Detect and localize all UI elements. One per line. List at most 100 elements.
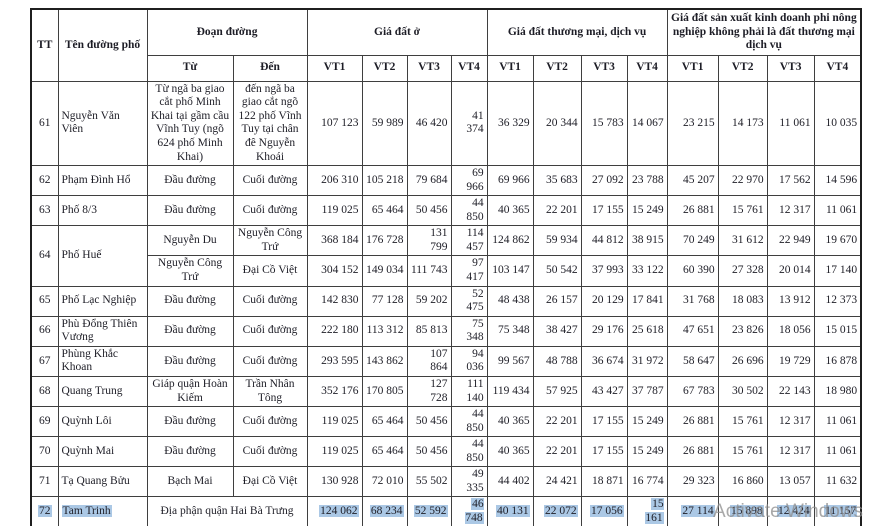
price-cell: 12 317	[766, 436, 815, 468]
street-name-cell: Quang Trung	[57, 375, 148, 408]
from-cell: Bạch Mai	[146, 466, 234, 498]
price-cell: 15 161	[626, 496, 668, 526]
text-selection-highlight: 52 592	[413, 505, 448, 518]
from-cell: Đầu đường	[146, 345, 234, 377]
price-cell: 23 826	[717, 315, 768, 347]
price-cell: 31 972	[626, 345, 668, 377]
price-cell: 111 743	[406, 255, 452, 287]
col-header-vt3: VT3	[406, 54, 452, 82]
table-header: TT Tên đường phố Đoạn đường Giá đất ở Gi…	[30, 8, 862, 82]
segment-cell: Địa phận quận Hai Bà Trưng	[146, 496, 308, 526]
to-cell: Cuối đường	[232, 285, 308, 317]
col-header-vt3: VT3	[766, 54, 815, 82]
price-cell: 44 402	[486, 466, 534, 498]
price-cell: 352 176	[306, 375, 363, 408]
price-cell: 111 140	[450, 375, 488, 408]
price-cell: 40 365	[486, 406, 534, 438]
price-cell: 12 424	[766, 496, 815, 526]
price-cell: 14 596	[813, 165, 862, 197]
price-cell: 11 157	[813, 496, 862, 526]
col-header-to: Đến	[232, 54, 308, 82]
price-cell: 16 774	[626, 466, 668, 498]
to-cell: Đại Cồ Việt	[232, 466, 308, 498]
price-cell: 22 143	[766, 375, 815, 408]
table-row: 68 Quang Trung Giáp quận Hoàn Kiếm Trần Nhâ…	[30, 375, 862, 408]
row-number-cell: 67	[30, 345, 59, 377]
row-number-cell: 69	[30, 406, 59, 438]
table-row: 62 Phạm Đình Hổ Đầu đường Cuối đường 206 310…	[30, 165, 862, 197]
price-cell: 18 056	[766, 315, 815, 347]
street-name-cell: Nguyễn Văn Viên	[57, 80, 148, 167]
row-number-cell: 66	[30, 315, 59, 347]
price-cell: 22 949	[766, 225, 815, 257]
price-cell: 15 783	[580, 80, 628, 167]
price-cell: 149 034	[361, 255, 408, 287]
price-cell: 206 310	[306, 165, 363, 197]
table-row: Nguyễn Công Trứ Đại Cồ Việt 304 152 149 034…	[31, 255, 862, 287]
table-row: 61 Nguyễn Văn Viên Từ ngã ba giao cắt phố …	[30, 80, 862, 167]
price-cell: 75 348	[486, 315, 534, 347]
to-cell: Nguyễn Công Trứ	[232, 225, 308, 257]
price-cell: 37 787	[626, 375, 668, 408]
price-cell: 67 783	[666, 375, 719, 408]
price-cell: 15 898	[717, 496, 768, 526]
price-cell: 41 374	[450, 80, 488, 167]
price-cell: 119 025	[306, 436, 363, 468]
text-selection-highlight: 27 114	[681, 505, 715, 518]
price-cell: 65 464	[361, 195, 408, 227]
row-number-cell: 65	[30, 285, 59, 317]
price-cell: 35 683	[532, 165, 582, 197]
row-number-cell: 63	[30, 195, 59, 227]
street-name-cell: Phùng Khắc Khoan	[57, 345, 148, 377]
price-cell: 222 180	[306, 315, 363, 347]
to-cell: đến ngã ba giao cắt ngõ 122 phố Vĩnh Tuy…	[232, 80, 308, 167]
price-cell: 15 015	[813, 315, 862, 347]
col-header-segment: Đoạn đường	[146, 8, 308, 56]
text-selection-highlight: 12 424	[776, 505, 811, 518]
price-cell: 17 155	[580, 436, 628, 468]
text-selection-highlight: 46 748	[465, 498, 484, 524]
price-cell: 97 417	[450, 255, 488, 287]
price-cell: 107 864	[406, 345, 452, 377]
table-row: 72 Tam Trinh Địa phận quận Hai Bà Trưng 124…	[30, 496, 862, 526]
table-row: 67 Phùng Khắc Khoan Đầu đường Cuối đường 293…	[30, 345, 862, 377]
price-cell: 143 862	[361, 345, 408, 377]
price-cell: 59 989	[361, 80, 408, 167]
to-cell: Cuối đường	[232, 406, 308, 438]
price-cell: 99 567	[486, 345, 534, 377]
price-cell: 38 915	[626, 225, 668, 257]
price-cell: 25 618	[626, 315, 668, 347]
col-header-vt4: VT4	[626, 54, 668, 82]
col-header-vt4: VT4	[813, 54, 862, 82]
price-cell: 33 122	[626, 255, 668, 287]
text-selection-highlight: 17 056	[589, 505, 624, 518]
price-cell: 44 812	[580, 225, 628, 257]
price-cell: 36 674	[580, 345, 628, 377]
price-cell: 176 728	[361, 225, 408, 257]
price-cell: 19 729	[766, 345, 815, 377]
price-cell: 43 427	[580, 375, 628, 408]
price-cell: 17 056	[580, 496, 628, 526]
price-cell: 59 202	[406, 285, 452, 317]
text-selection-highlight: 22 072	[543, 505, 578, 518]
street-name-cell: Tam Trinh	[57, 496, 148, 526]
table-row: 70 Quỳnh Mai Đầu đường Cuối đường 119 025 65 …	[30, 436, 862, 468]
price-cell: 124 062	[306, 496, 363, 526]
row-number-cell: 70	[30, 436, 59, 468]
price-cell: 24 421	[532, 466, 582, 498]
price-cell: 10 035	[813, 80, 862, 167]
price-cell: 44 850	[450, 436, 488, 468]
price-cell: 22 201	[532, 406, 582, 438]
row-number-cell: 68	[30, 375, 59, 408]
price-cell: 114 457	[450, 225, 488, 257]
price-cell: 368 184	[306, 225, 363, 257]
table-row: 71 Tạ Quang Bửu Bạch Mai Đại Cồ Việt 130 928…	[30, 466, 862, 498]
col-header-street: Tên đường phố	[57, 8, 148, 82]
street-name-cell: Tạ Quang Bửu	[57, 466, 148, 498]
price-cell: 107 123	[306, 80, 363, 167]
price-cell: 68 234	[361, 496, 408, 526]
price-cell: 17 562	[766, 165, 815, 197]
price-cell: 30 502	[717, 375, 768, 408]
table-row: 69 Quỳnh Lôi Đầu đường Cuối đường 119 025 65 …	[30, 406, 862, 438]
price-cell: 13 057	[766, 466, 815, 498]
